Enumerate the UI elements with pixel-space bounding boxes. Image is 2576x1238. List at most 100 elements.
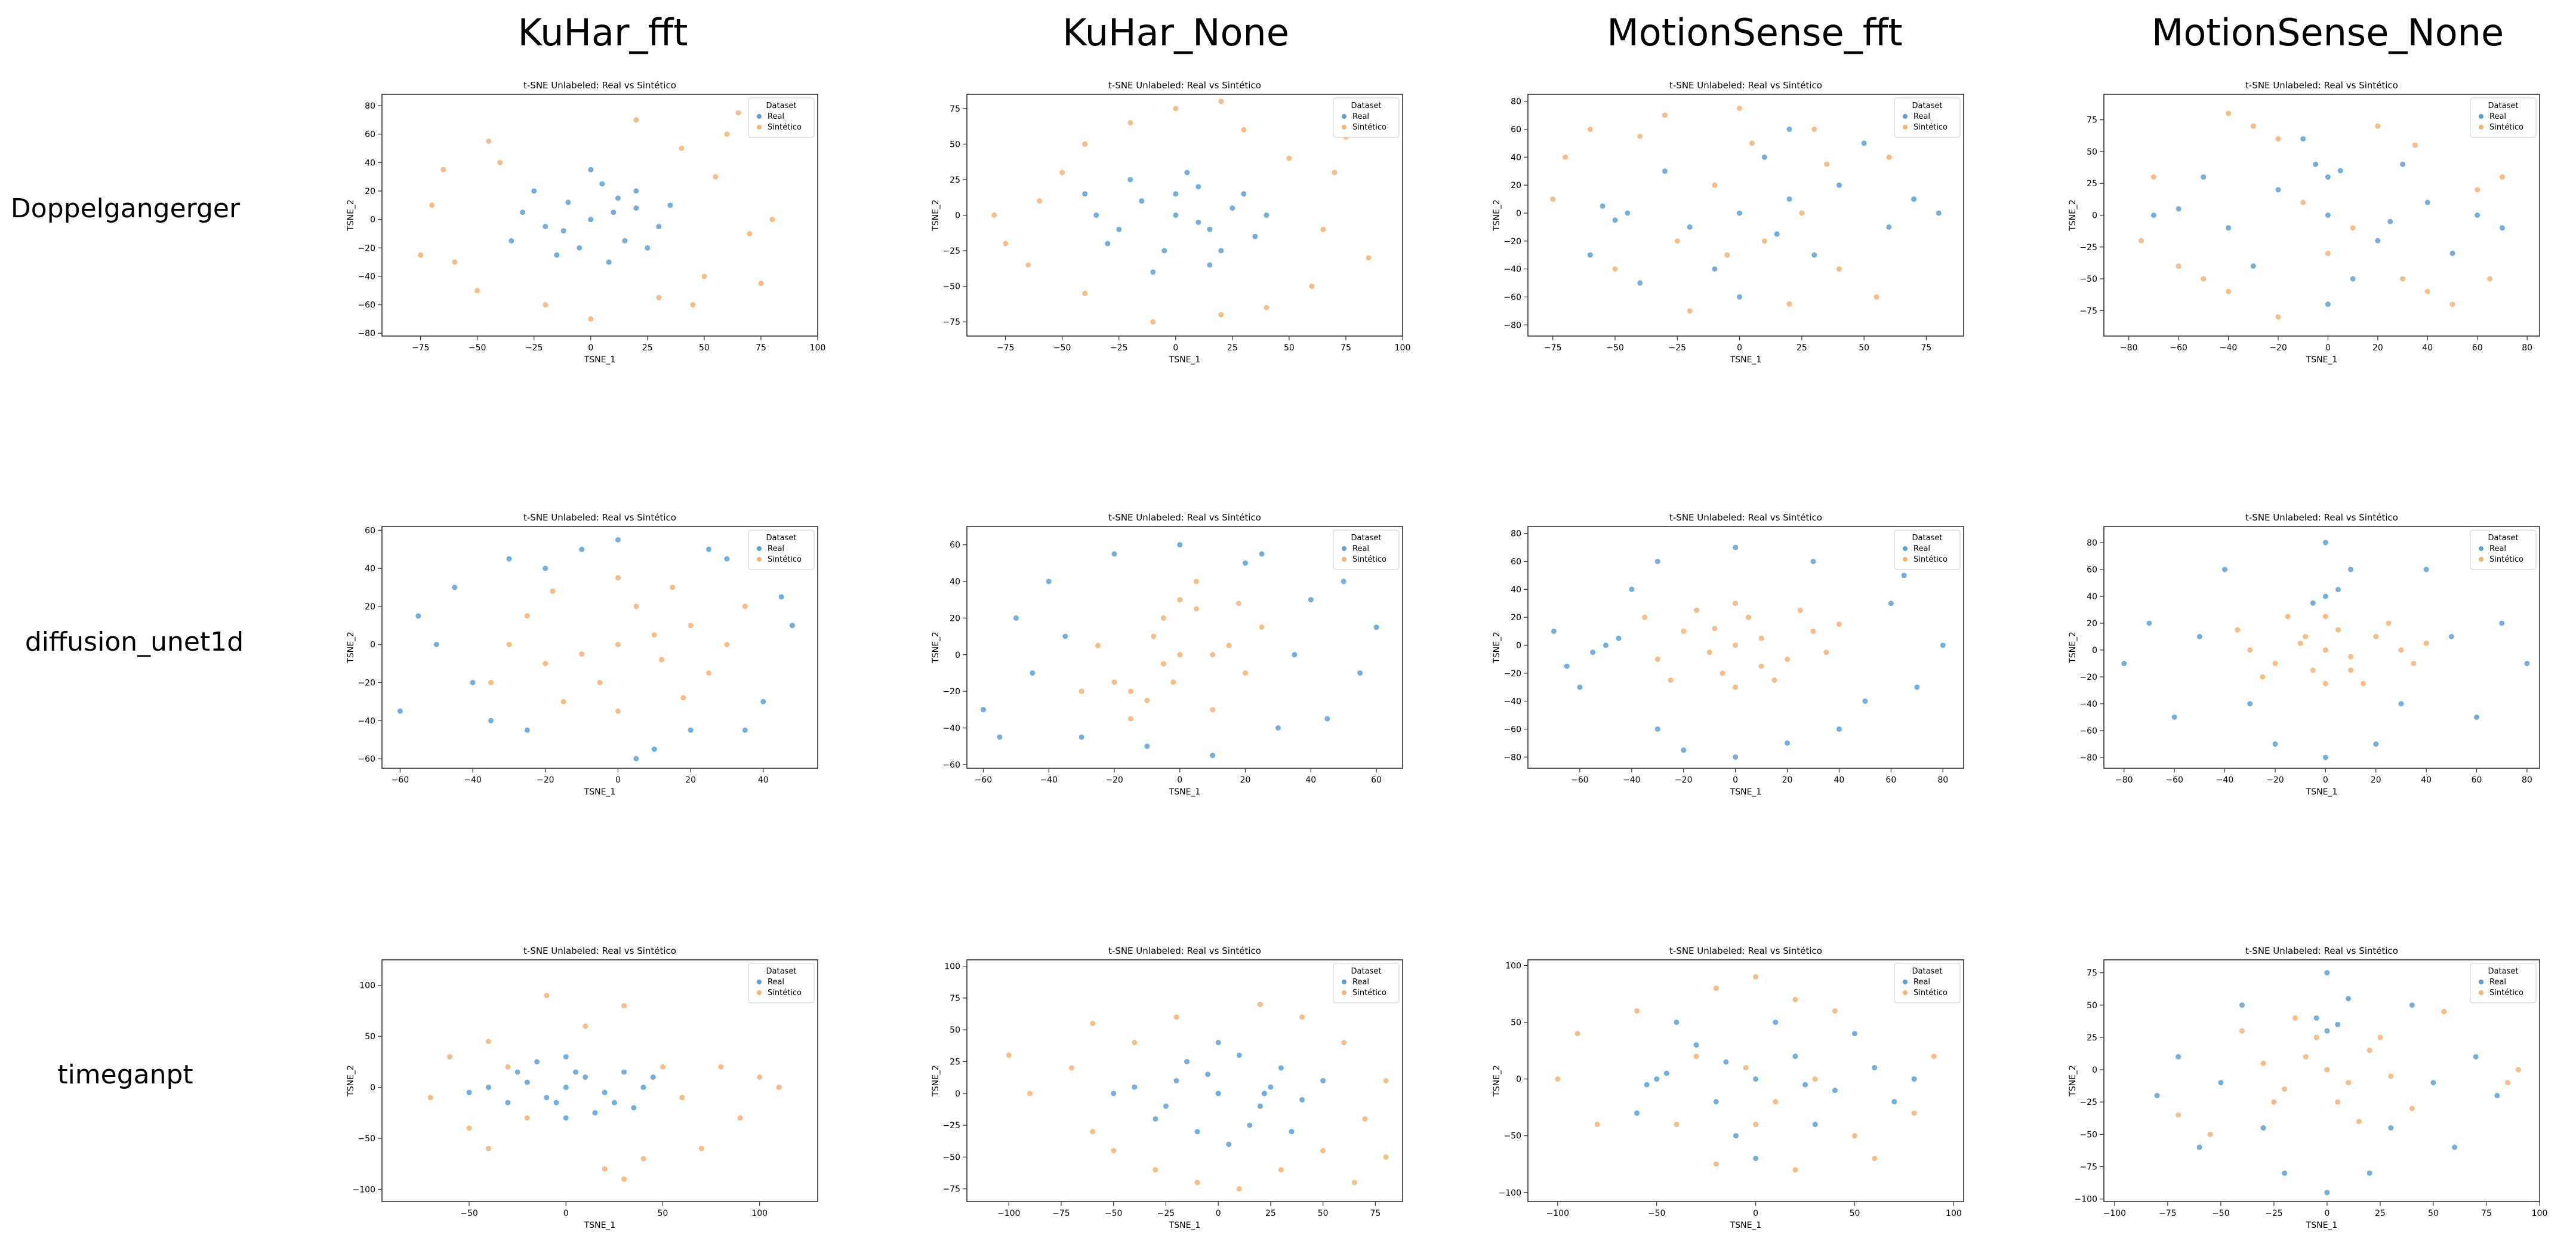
x-axis-label: TSNE_1 — [2306, 355, 2338, 365]
x-tick-label: −40 — [2216, 775, 2234, 785]
x-tick-label: −20 — [537, 775, 554, 785]
point-synthetic — [2322, 614, 2328, 620]
point-real — [2346, 996, 2352, 1002]
point-synthetic — [633, 603, 639, 609]
point-synthetic — [2226, 288, 2232, 294]
point-real — [1693, 1042, 1699, 1048]
point-real — [1811, 252, 1817, 258]
point-synthetic — [735, 110, 741, 116]
point-synthetic — [1210, 707, 1216, 713]
point-real — [1872, 1065, 1878, 1071]
x-tick-label: −75 — [1544, 343, 1562, 353]
point-real — [1786, 196, 1792, 202]
point-synthetic — [1027, 1091, 1033, 1097]
x-axis-label: TSNE_1 — [1169, 355, 1201, 365]
y-axis-label: TSNE_2 — [2068, 632, 2078, 664]
x-tick-label: −25 — [1110, 343, 1128, 353]
x-tick-label: −20 — [1675, 775, 1693, 785]
point-synthetic — [1025, 262, 1031, 268]
point-synthetic — [452, 259, 458, 265]
point-synthetic — [1366, 255, 1372, 261]
scatter-chart-r0-c3: t-SNE Unlabeled: Real vs Sintético −80 −60… — [2068, 80, 2540, 365]
point-synthetic — [1132, 1040, 1138, 1046]
point-real — [2313, 161, 2319, 167]
point-synthetic — [1362, 1116, 1368, 1122]
y-tick-label: −25 — [942, 1121, 960, 1131]
point-real — [1062, 633, 1068, 639]
point-real — [651, 746, 657, 752]
point-synthetic — [1090, 1129, 1096, 1135]
point-synthetic — [1257, 1002, 1263, 1008]
y-tick-label: 60 — [950, 541, 960, 550]
point-synthetic — [2322, 680, 2328, 686]
point-synthetic — [1812, 1076, 1818, 1082]
point-real — [543, 565, 549, 571]
point-real — [1341, 578, 1346, 584]
legend-marker — [2479, 546, 2483, 551]
y-tick-label: 80 — [365, 101, 375, 111]
point-synthetic — [615, 708, 621, 714]
point-synthetic — [615, 575, 621, 581]
point-real — [1111, 551, 1117, 557]
y-tick-label: 75 — [950, 104, 960, 114]
point-synthetic — [1687, 308, 1693, 314]
point-synthetic — [440, 167, 446, 173]
y-tick-label: 25 — [950, 1058, 960, 1067]
y-tick-label: 0 — [1516, 1075, 1521, 1085]
y-tick-label: −80 — [2079, 753, 2097, 763]
x-tick-label: −75 — [2159, 1209, 2177, 1218]
legend-marker — [1342, 125, 1346, 130]
point-synthetic — [1309, 284, 1315, 290]
x-tick-label: 75 — [756, 343, 766, 353]
point-real — [1144, 743, 1150, 749]
plot-frame — [2103, 526, 2540, 769]
point-synthetic — [698, 1145, 704, 1151]
point-real — [2398, 701, 2404, 707]
point-real — [1252, 233, 1258, 239]
point-synthetic — [1753, 974, 1759, 980]
y-tick-label: 60 — [1511, 125, 1521, 135]
point-real — [2324, 1028, 2330, 1034]
x-tick-label: 100 — [2532, 1209, 2548, 1218]
point-real — [1111, 1091, 1117, 1097]
legend-title: Dataset — [766, 967, 797, 976]
point-real — [509, 238, 514, 244]
point-synthetic — [1654, 656, 1660, 662]
point-synthetic — [2285, 614, 2291, 620]
y-tick-label: 75 — [2087, 116, 2097, 125]
legend-entry: Sintético — [2489, 123, 2523, 132]
x-tick-label: 0 — [1753, 1209, 1758, 1218]
x-tick-label: 60 — [1371, 775, 1382, 785]
x-tick-label: 25 — [642, 343, 653, 353]
y-tick-label: −50 — [1503, 1132, 1521, 1141]
y-tick-label: 20 — [1511, 613, 1521, 623]
point-real — [611, 1100, 617, 1105]
y-tick-label: −60 — [1503, 725, 1521, 734]
point-synthetic — [2300, 199, 2306, 205]
x-tick-label: −60 — [975, 775, 993, 785]
point-real — [2201, 174, 2207, 180]
legend-entry: Sintético — [768, 555, 802, 564]
legend-title: Dataset — [2488, 967, 2519, 976]
plot-frame — [966, 526, 1403, 769]
point-synthetic — [2356, 1119, 2362, 1125]
point-synthetic — [2350, 225, 2356, 231]
y-tick-label: 50 — [365, 1032, 375, 1042]
point-real — [2310, 600, 2316, 606]
y-tick-label: 20 — [365, 602, 375, 612]
y-axis-label: TSNE_2 — [346, 199, 356, 232]
point-real — [1184, 1059, 1190, 1065]
y-tick-label: 0 — [370, 1083, 375, 1093]
y-tick-label: 80 — [2087, 538, 2097, 548]
legend-box — [2470, 97, 2537, 138]
chart-title: t-SNE Unlabeled: Real vs Sintético — [1108, 512, 1261, 523]
point-synthetic — [2367, 1048, 2372, 1054]
point-synthetic — [640, 1156, 646, 1162]
x-tick-label: 60 — [1885, 775, 1896, 785]
point-synthetic — [713, 174, 719, 180]
point-real — [588, 217, 594, 223]
point-real — [1785, 740, 1791, 746]
